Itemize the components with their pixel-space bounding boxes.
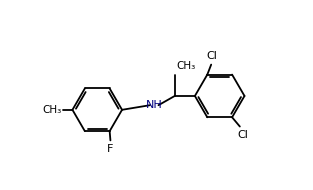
Text: NH: NH: [146, 100, 162, 110]
Text: CH₃: CH₃: [42, 105, 62, 115]
Text: CH₃: CH₃: [176, 61, 196, 71]
Text: Cl: Cl: [238, 130, 249, 140]
Text: F: F: [107, 144, 114, 154]
Text: Cl: Cl: [207, 51, 218, 61]
